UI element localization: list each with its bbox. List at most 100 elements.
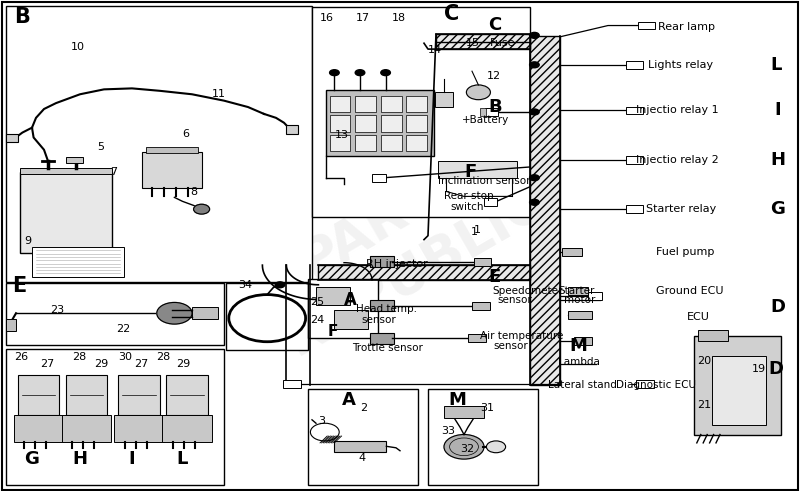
Bar [114,415,164,442]
Circle shape [157,302,192,324]
Text: Speedometer: Speedometer [492,286,562,296]
Bar [444,406,484,418]
Bar [20,168,112,174]
Bar [66,157,83,163]
Bar [18,375,59,415]
Circle shape [486,441,506,453]
Text: F: F [328,324,338,339]
Text: 27: 27 [134,359,149,369]
Bar [485,108,498,116]
Bar [118,375,160,415]
Circle shape [530,109,539,115]
Text: 23: 23 [50,305,65,315]
Text: Injectio relay 2: Injectio relay 2 [636,155,718,164]
Bar [330,135,350,151]
Circle shape [530,199,539,205]
Bar [406,96,427,112]
Bar [192,307,218,319]
Bar [355,115,376,132]
Text: 28: 28 [156,353,170,362]
Text: M: M [570,337,587,355]
Text: 29: 29 [94,359,109,369]
Text: sensor: sensor [362,315,396,325]
Text: 16: 16 [320,13,334,23]
Text: sensor: sensor [498,296,532,305]
Bar [694,336,781,435]
Text: Starter: Starter [558,286,594,296]
Bar [562,248,582,256]
Text: 8: 8 [190,188,198,197]
Bar [428,389,538,485]
Bar [283,380,301,388]
Text: 15: 15 [466,38,479,48]
Bar [14,415,63,442]
Bar [226,283,308,350]
Text: 5: 5 [98,142,105,152]
Text: A: A [344,292,357,309]
Bar [530,36,560,385]
Bar [334,310,368,329]
Bar [66,375,107,415]
Text: 31: 31 [480,403,494,412]
Text: M: M [448,391,466,409]
Text: H: H [72,450,87,468]
Bar [6,134,18,142]
Text: 11: 11 [212,89,226,99]
Bar [166,375,208,415]
Bar [406,115,427,132]
Circle shape [466,85,490,100]
Text: Fuse: Fuse [490,38,515,48]
Bar [381,96,402,112]
Bar [568,287,588,295]
Text: D: D [770,298,786,316]
Bar [381,135,402,151]
Bar [330,115,350,132]
Bar [370,256,394,267]
Text: Injectio relay 1: Injectio relay 1 [636,106,718,115]
Text: sensor: sensor [494,341,528,351]
Text: 32: 32 [460,444,474,454]
Bar [312,7,530,217]
Text: I: I [128,450,134,468]
Bar [474,258,491,266]
Bar [308,389,418,485]
Text: 2: 2 [360,403,367,412]
Text: L: L [770,56,782,74]
Bar [638,22,655,29]
Bar [370,333,394,344]
Circle shape [444,435,484,459]
Bar [32,247,124,277]
Text: B: B [14,7,30,27]
Text: G: G [24,450,39,468]
Bar [381,115,402,132]
Text: Fuel pump: Fuel pump [656,247,714,257]
Text: 1: 1 [470,227,478,237]
Bar [698,330,728,341]
Bar [636,380,654,388]
Text: 28: 28 [72,353,86,362]
Text: A: A [342,391,356,409]
Bar [436,34,530,49]
Bar [574,337,592,345]
Text: 12: 12 [486,71,501,81]
Bar [326,90,434,156]
Text: 13: 13 [334,130,349,140]
Bar [6,319,16,331]
Bar [626,156,643,164]
Bar [472,302,490,310]
Text: 7: 7 [110,167,118,177]
Bar [372,174,386,182]
Text: Starter relay: Starter relay [646,204,717,214]
Circle shape [275,282,285,288]
Text: 34: 34 [238,280,253,290]
Text: 14: 14 [428,45,442,55]
Text: Diagnostic ECU: Diagnostic ECU [616,381,696,390]
Bar [355,96,376,112]
Circle shape [330,70,339,76]
Text: F: F [464,163,476,181]
Text: ECU: ECU [686,312,710,322]
Text: +Battery: +Battery [462,115,510,125]
Bar [6,6,312,282]
Text: 27: 27 [40,359,54,369]
Text: PARTS
REPUBLIC: PARTS REPUBLIC [246,124,554,367]
